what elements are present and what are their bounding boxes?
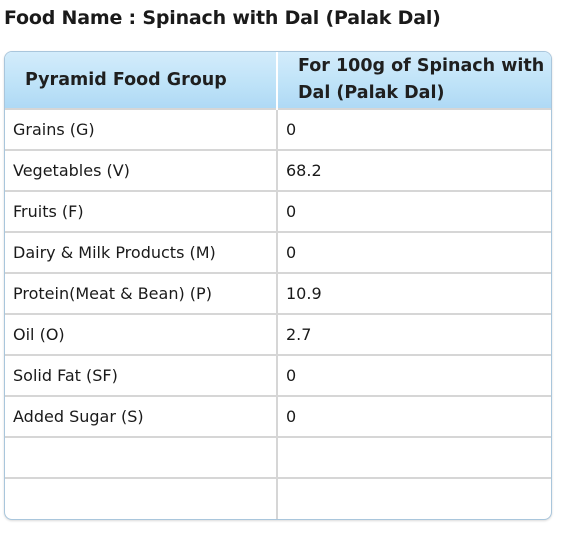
food-group-cell: Oil (O) [5,313,278,355]
table-row: Fruits (F) 0 [5,190,551,232]
page-title: Food Name : Spinach with Dal (Palak Dal) [4,7,441,29]
food-group-cell [5,477,278,519]
food-group-cell: Protein(Meat & Bean) (P) [5,272,278,314]
food-group-cell: Grains (G) [5,108,278,150]
food-group-cell: Dairy & Milk Products (M) [5,231,278,273]
amount-cell: 68.2 [277,149,551,191]
food-group-cell: Solid Fat (SF) [5,354,278,396]
food-group-cell: Vegetables (V) [5,149,278,191]
amount-cell: 10.9 [277,272,551,314]
table-row: Vegetables (V) 68.2 [5,149,551,191]
header-pyramid-food-group: Pyramid Food Group [5,52,278,109]
amount-cell: 0 [277,190,551,232]
amount-cell [277,477,551,519]
table-row: Protein(Meat & Bean) (P) 10.9 [5,272,551,314]
header-per-100g: For 100g of Spinach with Dal (Palak Dal) [277,52,551,109]
table-row: Added Sugar (S) 0 [5,395,551,437]
food-group-cell: Added Sugar (S) [5,395,278,437]
table-row: Oil (O) 2.7 [5,313,551,355]
table-row: Grains (G) 0 [5,108,551,150]
amount-cell [277,436,551,478]
table-row-empty [5,436,551,478]
amount-cell: 0 [277,395,551,437]
food-group-table: Pyramid Food Group For 100g of Spinach w… [5,52,551,519]
amount-cell: 0 [277,354,551,396]
table-row: Solid Fat (SF) 0 [5,354,551,396]
table-row: Dairy & Milk Products (M) 0 [5,231,551,273]
amount-cell: 0 [277,108,551,150]
food-group-table-container: Pyramid Food Group For 100g of Spinach w… [4,51,552,520]
table-row-empty [5,477,551,519]
food-group-cell [5,436,278,478]
amount-cell: 0 [277,231,551,273]
table-header-row: Pyramid Food Group For 100g of Spinach w… [5,52,551,109]
food-group-cell: Fruits (F) [5,190,278,232]
amount-cell: 2.7 [277,313,551,355]
